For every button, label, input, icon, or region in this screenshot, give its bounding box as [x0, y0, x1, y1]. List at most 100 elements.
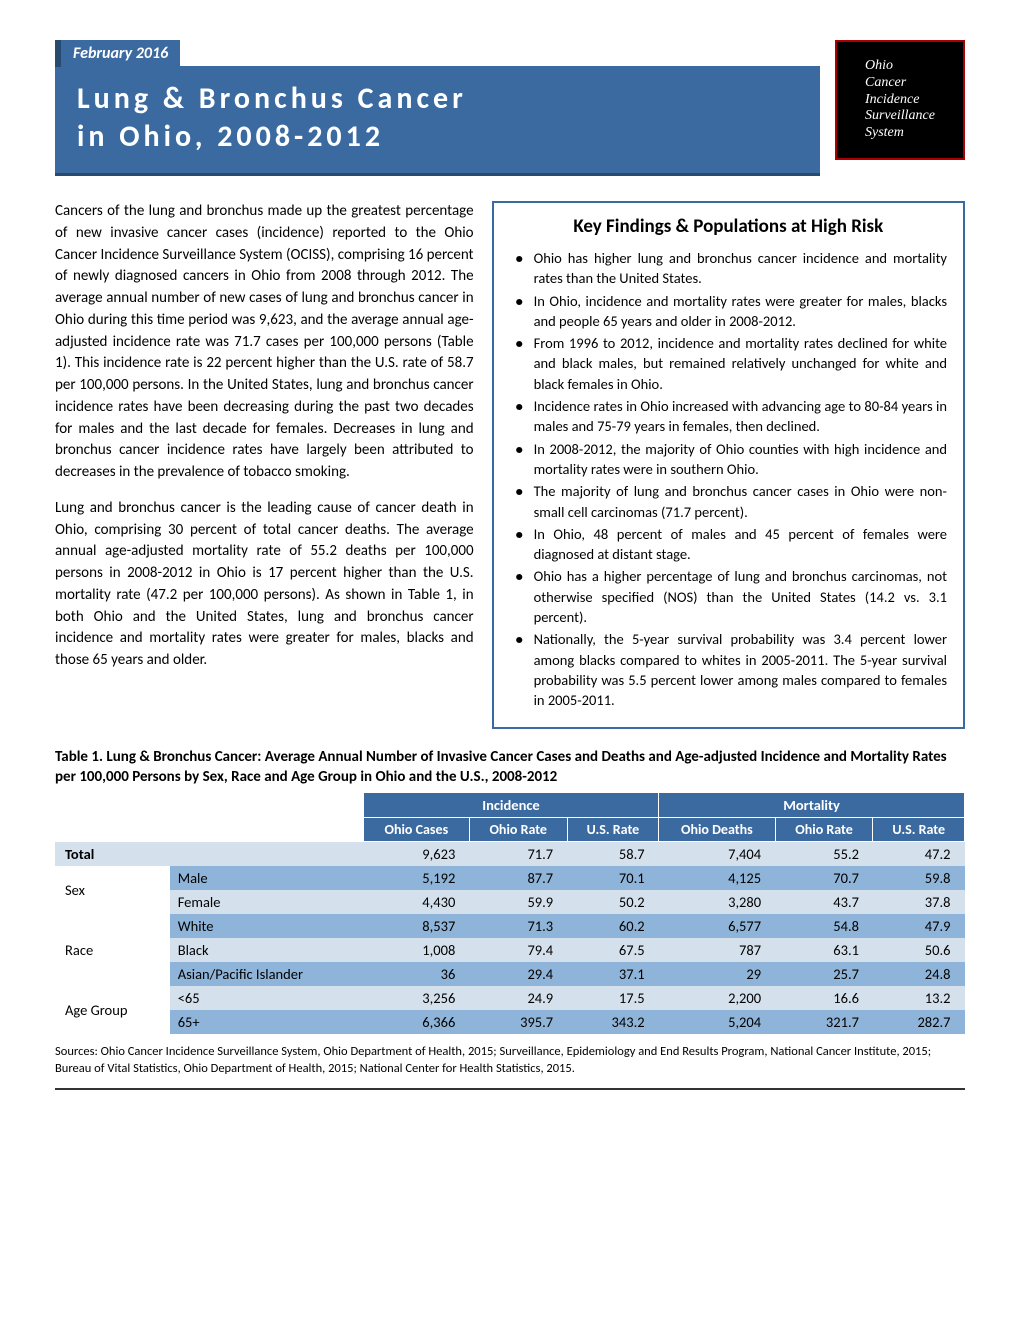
cell: 4,430 [363, 890, 469, 914]
cell: 37.1 [567, 962, 658, 986]
cell: 63.1 [775, 938, 873, 962]
row-label: Male [169, 866, 363, 890]
col-ohio-rate: Ohio Rate [469, 818, 567, 842]
date-tab: February 2016 [55, 40, 180, 67]
cell: 24.8 [873, 962, 965, 986]
cell: 60.2 [567, 914, 658, 938]
cell: 5,192 [363, 866, 469, 890]
data-table: Incidence Mortality Ohio Cases Ohio Rate… [55, 793, 965, 1034]
cell: 282.7 [873, 1010, 965, 1034]
cell: 43.7 [775, 890, 873, 914]
key-findings-list: Ohio has higher lung and bronchus cancer… [510, 248, 947, 711]
table-row: Sex Male 5,19287.770.14,12570.759.8 [55, 866, 965, 890]
key-finding-item: Ohio has a higher percentage of lung and… [510, 566, 947, 627]
cell: 5,204 [659, 1010, 776, 1034]
table-caption: Table 1. Lung & Bronchus Cancer: Average… [55, 747, 965, 788]
key-finding-item: In 2008-2012, the majority of Ohio count… [510, 439, 947, 480]
cell: 47.2 [873, 842, 965, 867]
cell: 59.9 [469, 890, 567, 914]
cell: 71.3 [469, 914, 567, 938]
cell: 1,008 [363, 938, 469, 962]
cell: 3,280 [659, 890, 776, 914]
cell: 58.7 [567, 842, 658, 867]
cell: 787 [659, 938, 776, 962]
cell: 71.7 [469, 842, 567, 867]
col-us-rate: U.S. Rate [567, 818, 658, 842]
cell: 24.9 [469, 986, 567, 1010]
col-us-rate-m: U.S. Rate [873, 818, 965, 842]
row-label: 65+ [169, 1010, 363, 1034]
cell: 79.4 [469, 938, 567, 962]
cell: 17.5 [567, 986, 658, 1010]
cell: 29.4 [469, 962, 567, 986]
cell: 50.6 [873, 938, 965, 962]
header: February 2016 Lung & Bronchus Cancer in … [55, 40, 965, 176]
cat-race: Race [55, 914, 169, 986]
key-finding-item: In Ohio, incidence and mortality rates w… [510, 291, 947, 332]
cell: 54.8 [775, 914, 873, 938]
logo-text: Ohio Cancer Incidence Surveillance Syste… [865, 58, 935, 142]
cell: 321.7 [775, 1010, 873, 1034]
key-findings-title: Key Findings & Populations at High Risk [510, 215, 947, 238]
row-label: <65 [169, 986, 363, 1010]
sources-text: Sources: Ohio Cancer Incidence Surveilla… [55, 1044, 965, 1090]
cell: 47.9 [873, 914, 965, 938]
key-finding-item: The majority of lung and bronchus cancer… [510, 481, 947, 522]
table-header-groups: Incidence Mortality [55, 793, 965, 818]
header-incidence: Incidence [363, 793, 658, 818]
header-blank [55, 818, 363, 842]
cell: 25.7 [775, 962, 873, 986]
title-line1: Lung & Bronchus Cancer [77, 80, 467, 117]
cell: 70.1 [567, 866, 658, 890]
cell: 87.7 [469, 866, 567, 890]
cell: 36 [363, 962, 469, 986]
col-ohio-deaths: Ohio Deaths [659, 818, 776, 842]
row-label: White [169, 914, 363, 938]
key-finding-item: From 1996 to 2012, incidence and mortali… [510, 333, 947, 394]
body-text-column: Cancers of the lung and bronchus made up… [55, 201, 474, 729]
cell: 29 [659, 962, 776, 986]
key-findings-box: Key Findings & Populations at High Risk … [492, 201, 965, 729]
table-row: Race White 8,53771.360.26,57754.847.9 [55, 914, 965, 938]
cat-sex: Sex [55, 866, 169, 914]
cat-age: Age Group [55, 986, 169, 1034]
cell: 8,537 [363, 914, 469, 938]
cell: 4,125 [659, 866, 776, 890]
table-row: Asian/Pacific Islander 3629.437.12925.72… [55, 962, 965, 986]
cell: 7,404 [659, 842, 776, 867]
cell: 2,200 [659, 986, 776, 1010]
table-row: 65+ 6,366395.7343.25,204321.7282.7 [55, 1010, 965, 1034]
cell: 16.6 [775, 986, 873, 1010]
row-label: Black [169, 938, 363, 962]
header-mortality: Mortality [659, 793, 965, 818]
cell: 9,623 [363, 842, 469, 867]
cell: 6,577 [659, 914, 776, 938]
header-blank [55, 793, 363, 818]
cell: 59.8 [873, 866, 965, 890]
body-para-2: Lung and bronchus cancer is the leading … [55, 498, 474, 672]
key-finding-item: In Ohio, 48 percent of males and 45 perc… [510, 524, 947, 565]
table-row-total: Total 9,623 71.7 58.7 7,404 55.2 47.2 [55, 842, 965, 867]
key-finding-item: Nationally, the 5-year survival probabil… [510, 629, 947, 710]
title-line2: in Ohio, 2008-2012 [77, 118, 384, 155]
cell: 67.5 [567, 938, 658, 962]
cell: 50.2 [567, 890, 658, 914]
row-label: Female [169, 890, 363, 914]
page-title: Lung & Bronchus Cancer in Ohio, 2008-201… [77, 80, 798, 155]
cell: 343.2 [567, 1010, 658, 1034]
row-label: Asian/Pacific Islander [169, 962, 363, 986]
cell: 6,366 [363, 1010, 469, 1034]
title-bar: Lung & Bronchus Cancer in Ohio, 2008-201… [55, 66, 820, 176]
col-ohio-cases: Ohio Cases [363, 818, 469, 842]
content-row: Cancers of the lung and bronchus made up… [55, 201, 965, 729]
table-row: Female 4,43059.950.23,28043.737.8 [55, 890, 965, 914]
table-row: Age Group <65 3,25624.917.52,20016.613.2 [55, 986, 965, 1010]
cell: 395.7 [469, 1010, 567, 1034]
key-finding-item: Incidence rates in Ohio increased with a… [510, 396, 947, 437]
cell: 3,256 [363, 986, 469, 1010]
row-label: Total [55, 842, 363, 867]
body-para-1: Cancers of the lung and bronchus made up… [55, 201, 474, 484]
col-ohio-rate-m: Ohio Rate [775, 818, 873, 842]
cell: 37.8 [873, 890, 965, 914]
cell: 13.2 [873, 986, 965, 1010]
